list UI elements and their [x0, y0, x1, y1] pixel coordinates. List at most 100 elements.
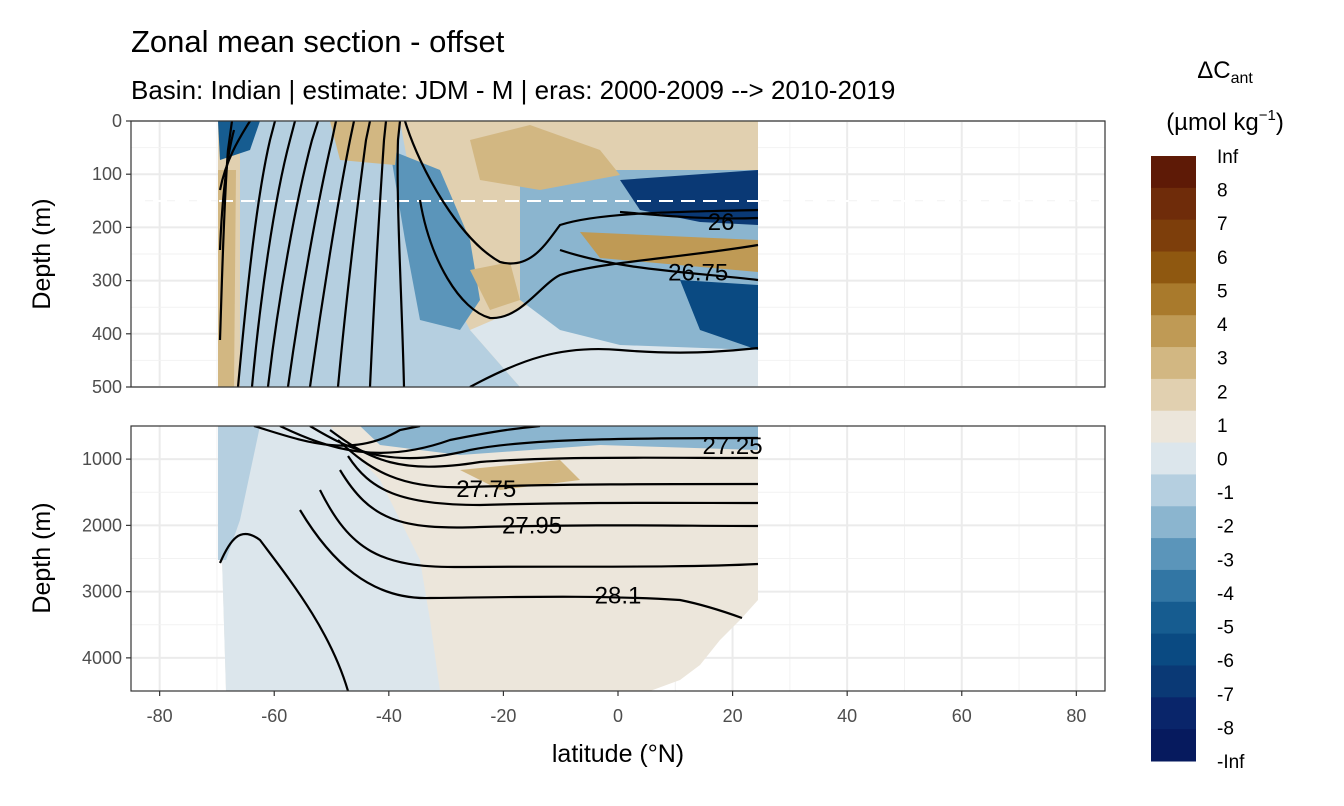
y-tick-label: 4000 [82, 648, 122, 668]
contour-label-26-75: 26.75 [668, 260, 728, 287]
isoline-upper-5 [250, 121, 297, 387]
legend: ΔCant (µmol kg−1) Inf 8 7 6 5 4 3 2 1 0 -1 -2 -3 -4 -5… [1151, 57, 1284, 773]
contour-label-28-1: 28.1 [595, 583, 642, 610]
legend-labels: Inf 8 7 6 5 4 3 2 1 0 -1 -2 -3 -4 -5 -6 -7 -8 -Inf [1217, 147, 1245, 773]
legend-break-label: -Inf [1217, 752, 1245, 773]
legend-break-label: 3 [1217, 349, 1228, 370]
legend-break-label: 0 [1217, 450, 1228, 471]
x-axis-title: latitude (°N) [552, 740, 684, 768]
contour-label-27-95: 27.95 [502, 512, 562, 539]
y-axis-title-lower: Depth (m) [28, 502, 56, 613]
upper-delta-cant-field [218, 121, 758, 387]
y-axis-title-upper: Depth (m) [28, 198, 56, 309]
lower-density-isolines [218, 426, 759, 691]
contour-label-27-25: 27.25 [703, 433, 763, 460]
isoline-upper-9 [336, 121, 372, 387]
x-tick-label: 0 [613, 706, 623, 726]
isoline-lower-8 [319, 489, 759, 569]
legend-break-label: 1 [1217, 416, 1228, 437]
isoline-upper-11 [396, 121, 406, 387]
isoline-upper-4 [236, 121, 277, 387]
y-tick-label: 3000 [82, 582, 122, 602]
legend-swatch [1151, 347, 1196, 380]
y-tick-label: 300 [92, 271, 122, 291]
isoline-upper-3 [218, 121, 251, 191]
isoline-lower-3 [309, 426, 759, 460]
field-dark-blue-east-deep [680, 280, 758, 350]
isoline-upper-13 [418, 199, 759, 320]
field-mid-blue-region [390, 150, 480, 330]
x-axis: -80 -60 -40 -20 0 20 40 60 80 [147, 691, 1086, 726]
legend-break-label: -3 [1217, 550, 1234, 571]
legend-unit: (µmol kg−1) [1166, 107, 1284, 136]
y-axis-upper: 0 100 200 300 400 500 [92, 111, 131, 397]
lower-delta-cant-field [218, 426, 758, 691]
isoline-upper-8 [308, 121, 356, 387]
legend-break-label: 2 [1217, 382, 1228, 403]
legend-break-label: -1 [1217, 483, 1234, 504]
isoline-upper-10 [368, 121, 388, 387]
y-tick-label: 0 [112, 111, 122, 131]
y-axis-lower: 1000 2000 3000 4000 [82, 449, 131, 668]
field-tan-band [580, 232, 758, 272]
x-tick-label: -60 [261, 706, 287, 726]
legend-title-subscript: ant [1231, 70, 1254, 87]
legend-swatch [1151, 156, 1196, 189]
isoline-lower-7 [339, 469, 759, 529]
isoline-upper-26-75 [559, 248, 759, 282]
isoline-upper-2 [218, 129, 236, 251]
legend-swatch [1151, 442, 1196, 475]
legend-break-label: 7 [1217, 214, 1228, 235]
panel-upper: 26 26.75 [130, 120, 1106, 388]
legend-swatch [1151, 729, 1196, 762]
field-tan-north [470, 125, 620, 190]
legend-unit-suffix: ) [1276, 109, 1284, 136]
x-tick-label: -20 [490, 706, 516, 726]
chart-title: Zonal mean section - offset [131, 24, 505, 59]
legend-break-label: -8 [1217, 718, 1234, 739]
x-tick-label: 40 [837, 706, 857, 726]
field-tan-southern-edge [218, 170, 236, 387]
legend-title-main: ΔC [1197, 57, 1230, 84]
legend-title: ΔCant [1197, 57, 1253, 87]
legend-swatch [1151, 538, 1196, 571]
isoline-upper-deep [469, 346, 759, 387]
legend-break-label: 6 [1217, 248, 1228, 269]
legend-break-label: -7 [1217, 685, 1234, 706]
legend-swatch [1151, 506, 1196, 539]
legend-break-label: 4 [1217, 315, 1228, 336]
field-lower-tan-patch [460, 460, 580, 490]
isoline-upper-26 [619, 210, 759, 220]
legend-swatch [1151, 378, 1196, 412]
x-tick-label: 80 [1066, 706, 1086, 726]
isoline-lower-10 [218, 533, 350, 691]
y-tick-label: 500 [92, 377, 122, 397]
y-tick-label: 400 [92, 324, 122, 344]
isoline-lower-6 [347, 455, 759, 507]
isoline-lower-4 [329, 429, 759, 468]
legend-swatch [1151, 569, 1196, 603]
y-tick-label: 1000 [82, 449, 122, 469]
legend-unit-prefix: (µmol kg [1166, 109, 1259, 136]
legend-swatch [1151, 665, 1196, 698]
legend-swatch [1151, 633, 1196, 666]
legend-break-label: -4 [1217, 584, 1234, 605]
legend-break-label: Inf [1217, 147, 1239, 168]
upper-density-isolines [218, 121, 759, 387]
contour-label-26: 26 [708, 209, 735, 236]
legend-swatch [1151, 283, 1196, 316]
x-tick-label: 20 [723, 706, 743, 726]
legend-break-label: -5 [1217, 618, 1234, 639]
x-tick-label: -40 [376, 706, 402, 726]
panel-upper-border [130, 120, 1106, 388]
panel-lower: 27.25 27.75 27.95 28.1 [130, 425, 1106, 692]
legend-swatch [1151, 697, 1196, 730]
chart-subtitle: Basin: Indian | estimate: JDM - M | eras… [131, 75, 896, 105]
y-tick-label: 2000 [82, 515, 122, 535]
isoline-lower-5 [337, 439, 759, 489]
legend-swatch [1151, 601, 1196, 635]
legend-break-label: 5 [1217, 281, 1228, 302]
isoline-upper-7 [286, 121, 338, 387]
isoline-upper-6 [266, 121, 320, 387]
